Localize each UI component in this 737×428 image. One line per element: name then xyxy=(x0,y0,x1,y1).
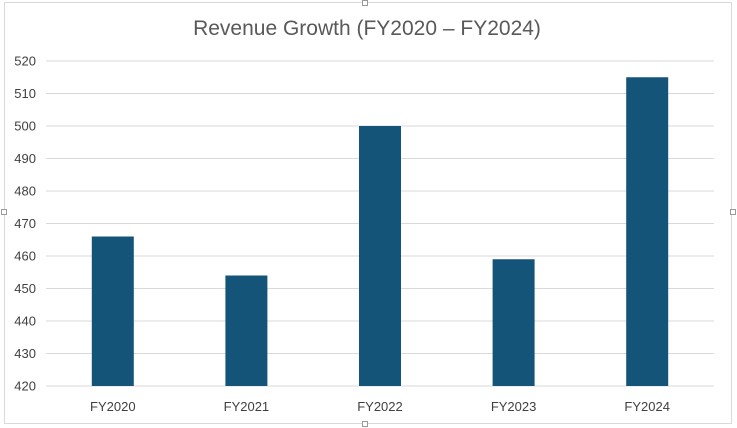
resize-handle-left-middle[interactable] xyxy=(1,209,7,215)
x-axis-tick-labels: FY2020 FY2021 FY2022 FY2023 FY2024 xyxy=(90,399,670,414)
y-tick-label: 520 xyxy=(14,54,36,69)
x-tick-label: FY2022 xyxy=(357,399,403,414)
x-tick-label: FY2023 xyxy=(491,399,537,414)
y-tick-label: 460 xyxy=(14,249,36,264)
resize-handle-bottom-center[interactable] xyxy=(362,421,368,427)
y-tick-label: 500 xyxy=(14,119,36,134)
x-tick-label: FY2020 xyxy=(90,399,136,414)
bar-series xyxy=(91,77,669,387)
y-tick-label: 440 xyxy=(14,314,36,329)
y-tick-label: 430 xyxy=(14,346,36,361)
bar-fy2024[interactable] xyxy=(626,77,669,386)
y-axis-tick-labels: 420 430 440 450 460 470 480 490 500 510 520 xyxy=(14,54,36,394)
bar-fy2023[interactable] xyxy=(492,259,535,386)
y-tick-label: 420 xyxy=(14,379,36,394)
chart-title: Revenue Growth (FY2020 – FY2024) xyxy=(193,17,541,40)
x-tick-label: FY2021 xyxy=(224,399,270,414)
bar-fy2022[interactable] xyxy=(359,126,401,386)
y-tick-label: 480 xyxy=(14,184,36,199)
y-tick-label: 450 xyxy=(14,281,36,296)
bar-fy2021[interactable] xyxy=(225,275,268,387)
resize-handle-right-middle[interactable] xyxy=(730,209,736,215)
x-tick-label: FY2024 xyxy=(624,399,670,414)
y-tick-label: 510 xyxy=(14,86,36,101)
resize-handle-top-center[interactable] xyxy=(362,0,368,6)
bar-fy2020[interactable] xyxy=(91,236,134,387)
y-tick-label: 470 xyxy=(14,216,36,231)
y-tick-label: 490 xyxy=(14,151,36,166)
